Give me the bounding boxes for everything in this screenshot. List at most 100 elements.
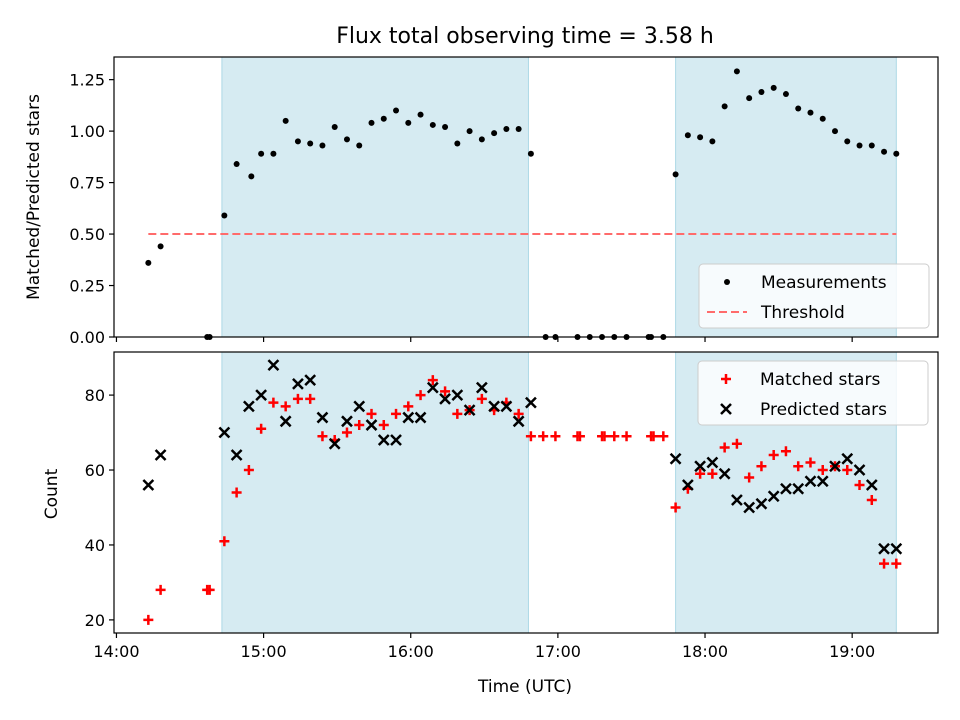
measurement-point	[270, 150, 277, 157]
matched-point	[891, 558, 902, 569]
matched-point	[476, 393, 487, 404]
axes-frame	[113, 56, 939, 338]
predicted-point	[304, 374, 317, 386]
matched-point	[256, 423, 267, 434]
matched-point	[391, 408, 402, 419]
measurement-point	[331, 124, 338, 130]
y-tick-label: 1.00	[69, 122, 105, 141]
shaded-interval	[221, 56, 529, 338]
predicted-point	[218, 426, 231, 439]
measurement-point	[294, 138, 301, 145]
matched-point	[243, 465, 254, 476]
predicted-point	[488, 400, 501, 413]
matched-point	[204, 584, 215, 595]
top-y-axis-label: Matched/Predicted stars	[24, 94, 44, 300]
matched-point	[866, 494, 877, 505]
chart-title: Flux total observing time = 3.58 h	[336, 24, 714, 49]
predicted-point	[743, 501, 756, 514]
measurement-point	[307, 140, 314, 147]
predicted-point	[426, 381, 439, 394]
measurement-point	[856, 142, 863, 149]
measurement-point	[248, 173, 255, 180]
y-tick-label: 1.25	[69, 71, 105, 90]
measurement-point	[721, 103, 728, 110]
x-tick-label: 14:00	[93, 642, 139, 661]
predicted-point	[475, 381, 488, 394]
measurement-point	[380, 115, 387, 122]
predicted-point	[439, 392, 451, 405]
measurement-point	[417, 111, 424, 118]
y-tick-label: 20	[85, 611, 105, 630]
matched-point	[842, 465, 853, 476]
matched-point	[280, 401, 291, 412]
predicted-point	[365, 419, 378, 431]
matched-point	[440, 386, 451, 397]
matched-point	[793, 461, 804, 472]
predicted-point	[142, 479, 155, 491]
matched-point	[403, 401, 414, 412]
predicted-point	[865, 479, 878, 491]
predicted-point	[390, 434, 402, 446]
predicted-point	[853, 464, 866, 476]
measurement-point	[758, 89, 765, 95]
measurement-point	[466, 128, 473, 135]
x-tick-label: 15:00	[241, 642, 287, 661]
predicted-point	[341, 415, 353, 428]
predicted-point	[681, 479, 694, 491]
x-tick-label: 17:00	[535, 642, 581, 661]
top-legend: Measurements Threshold	[698, 263, 930, 329]
legend-label: Predicted stars	[760, 400, 887, 420]
predicted-point	[328, 437, 341, 450]
predicted-point	[878, 542, 890, 555]
measurement-point	[868, 142, 875, 149]
x-tick-label: 16:00	[388, 642, 434, 661]
measurement-point	[478, 136, 485, 143]
predicted-point	[525, 396, 537, 409]
matched-point	[658, 431, 669, 442]
predicted-point	[255, 389, 268, 401]
measurement-point	[442, 124, 449, 130]
legend-matched-marker	[721, 374, 731, 384]
measurement-point	[697, 134, 704, 141]
matched-point	[648, 431, 659, 442]
predicted-point	[463, 404, 476, 416]
predicted-point	[279, 415, 292, 428]
matched-point	[621, 431, 632, 442]
measurement-point	[672, 171, 679, 178]
predicted-point	[316, 411, 329, 424]
y-tick-label: 0.00	[69, 328, 105, 347]
predicted-point	[500, 400, 513, 413]
measurement-point	[844, 138, 851, 145]
matched-point	[155, 584, 166, 595]
legend-label: Measurements	[761, 273, 887, 293]
measurement-point	[393, 107, 400, 114]
measurement-point	[795, 105, 802, 112]
matched-point	[341, 427, 352, 438]
predicted-point	[414, 411, 427, 424]
matched-point	[538, 431, 549, 442]
legend-box	[698, 263, 930, 329]
matched-point	[695, 468, 706, 479]
measurement-point	[881, 148, 888, 155]
predicted-point	[841, 452, 854, 465]
y-tick-label: 60	[85, 461, 105, 480]
measurement-point	[405, 119, 412, 126]
predicted-point	[890, 542, 903, 555]
measurement-point	[356, 142, 363, 149]
matched-point	[756, 461, 767, 472]
legend-measurement-marker	[724, 279, 730, 285]
measurement-point	[515, 126, 522, 133]
matched-point	[550, 431, 561, 442]
measurement-point	[684, 132, 691, 139]
predicted-point	[512, 415, 525, 428]
x-tick-label: 19:00	[829, 642, 875, 661]
predicted-point	[755, 497, 768, 510]
measurement-point	[157, 243, 164, 250]
bottom-legend: Matched stars Predicted stars	[697, 360, 929, 426]
matched-point	[599, 431, 610, 442]
matched-point	[427, 375, 438, 386]
measurement-point	[319, 142, 326, 149]
predicted-point	[767, 490, 780, 503]
predicted-point	[792, 482, 805, 495]
